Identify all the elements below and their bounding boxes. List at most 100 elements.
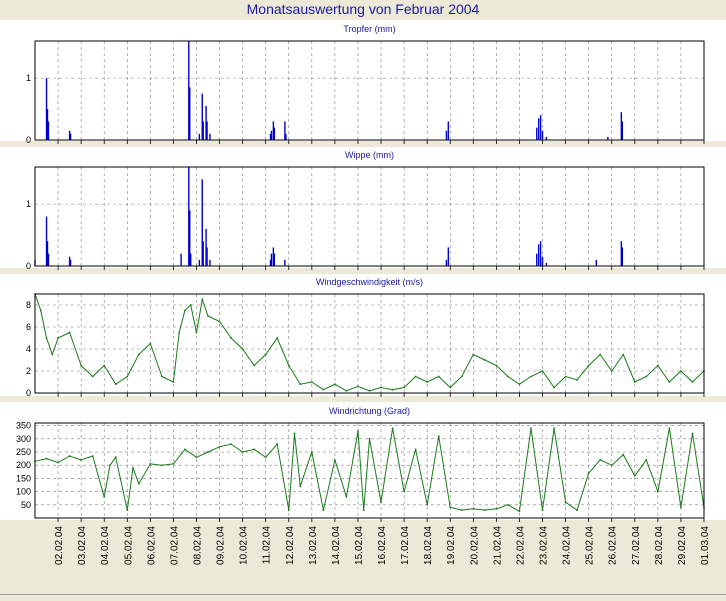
- panel-background: [0, 20, 726, 141]
- x-tick-label: 05.02.04: [123, 526, 134, 565]
- data-point: [310, 381, 313, 383]
- data-point: [126, 509, 129, 511]
- data-point: [368, 437, 371, 440]
- data-point: [633, 474, 636, 477]
- panel-background: [0, 274, 726, 396]
- y-tick-label: 0: [26, 261, 31, 271]
- data-point: [207, 451, 209, 453]
- data-point: [333, 459, 336, 461]
- data-point: [178, 331, 181, 334]
- data-point: [195, 456, 198, 459]
- data-point: [553, 386, 555, 389]
- data-point: [414, 375, 417, 378]
- data-point: [622, 453, 625, 456]
- data-point: [668, 427, 671, 430]
- x-tick-label: 15.02.04: [354, 526, 365, 565]
- panel-title: Wippe (mm): [345, 150, 394, 160]
- data-point: [160, 375, 163, 378]
- data-point: [645, 375, 648, 378]
- data-point: [380, 386, 382, 389]
- data-point: [553, 427, 555, 430]
- data-point: [357, 385, 359, 388]
- data-point: [587, 472, 590, 475]
- data-point: [449, 506, 452, 509]
- data-point: [57, 461, 59, 464]
- x-tick-label: 18.02.04: [423, 526, 434, 565]
- y-tick-label: 0: [26, 135, 31, 145]
- data-point: [472, 353, 475, 356]
- data-point: [137, 482, 140, 485]
- data-point: [218, 320, 221, 323]
- x-tick-label: 07.02.04: [169, 526, 180, 565]
- y-tick-label: 2: [26, 366, 31, 376]
- data-point: [357, 430, 359, 432]
- data-point: [437, 375, 440, 378]
- data-point: [507, 375, 509, 378]
- data-point: [518, 383, 521, 386]
- x-tick-label: 28.02.04: [654, 526, 665, 565]
- data-point: [403, 490, 406, 493]
- data-point: [184, 309, 186, 312]
- x-tick-label: 12.02.04: [285, 526, 296, 565]
- data-point: [587, 364, 590, 367]
- x-tick-label: 26.02.04: [608, 526, 619, 565]
- data-point: [322, 509, 325, 511]
- data-point: [368, 389, 371, 392]
- data-point: [362, 509, 365, 511]
- data-point: [426, 503, 429, 506]
- data-point: [668, 381, 671, 383]
- x-tick-label: 19.02.04: [446, 526, 457, 565]
- data-point: [691, 432, 694, 435]
- x-tick-label: 21.02.04: [492, 526, 503, 565]
- data-point: [495, 364, 498, 367]
- panel-title: Windgeschwindigkeit (m/s): [316, 277, 423, 287]
- data-point: [189, 304, 192, 306]
- data-point: [184, 448, 186, 451]
- data-point: [495, 507, 498, 510]
- data-point: [680, 370, 682, 372]
- data-point: [345, 495, 348, 498]
- data-point: [149, 342, 152, 345]
- data-point: [472, 507, 475, 510]
- y-tick-label: 6: [26, 322, 31, 332]
- data-point: [333, 383, 336, 386]
- y-tick-label: 1: [26, 199, 31, 209]
- y-tick-label: 100: [16, 487, 31, 497]
- data-point: [45, 457, 48, 460]
- data-point: [39, 309, 42, 312]
- data-point: [287, 509, 290, 511]
- panel-title: Tropfer (mm): [343, 24, 395, 34]
- data-point: [264, 456, 267, 459]
- panel-title: Windrichtung (Grad): [329, 406, 410, 416]
- data-point: [576, 378, 579, 381]
- data-point: [114, 456, 117, 459]
- data-point: [310, 451, 313, 453]
- data-point: [172, 463, 175, 465]
- data-point: [437, 435, 440, 438]
- x-tick-label: 10.02.04: [239, 526, 250, 565]
- data-point: [195, 331, 198, 334]
- x-tick-label: 25.02.04: [585, 526, 596, 565]
- data-point: [103, 364, 106, 367]
- data-point: [414, 448, 417, 451]
- data-point: [80, 459, 83, 461]
- data-point: [264, 353, 267, 356]
- data-point: [287, 364, 290, 367]
- data-point: [230, 337, 232, 339]
- data-point: [426, 381, 429, 383]
- data-point: [530, 375, 532, 378]
- x-tick-label: 23.02.04: [539, 526, 550, 565]
- data-line: [34, 293, 705, 392]
- data-point: [299, 383, 302, 386]
- x-tick-label: 08.02.04: [192, 526, 203, 565]
- panel-tropfer: Tropfer (mm) 0 1: [26, 24, 705, 145]
- y-tick-label: 350: [16, 421, 31, 431]
- y-tick-label: 50: [21, 500, 31, 510]
- data-point: [656, 490, 659, 493]
- x-tick-label: 16.02.04: [377, 526, 388, 565]
- data-point: [109, 464, 111, 467]
- data-point: [137, 353, 140, 356]
- x-tick-label: 24.02.04: [562, 526, 573, 565]
- y-tick-label: 200: [16, 460, 31, 470]
